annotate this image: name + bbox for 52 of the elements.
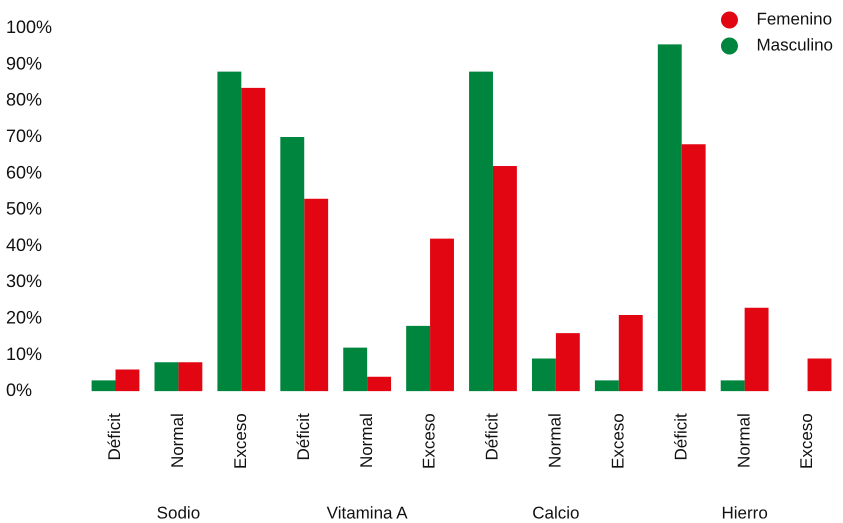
y-tick-label: 100%	[6, 16, 52, 37]
text: Vitamina A	[326, 504, 408, 523]
bar	[430, 238, 454, 392]
bar	[115, 369, 140, 392]
bar	[532, 358, 556, 392]
y-tick-label: 50%	[6, 198, 42, 219]
y-tick-label: 0%	[6, 380, 32, 400]
x-tick-label: Déficit	[671, 412, 690, 460]
y-tick-label: 10%	[6, 344, 42, 364]
bar	[618, 314, 643, 392]
bar	[343, 348, 368, 392]
bar	[492, 166, 517, 392]
y-tick-label: 30%	[6, 271, 42, 292]
x-tick-label: Déficit	[105, 412, 124, 460]
x-tick-label: Exceso	[797, 413, 816, 469]
y-tick-label: 40%	[6, 234, 42, 255]
y-tick-label: 70%	[6, 126, 42, 146]
x-tick-label: Normal	[734, 413, 754, 468]
bar	[744, 308, 769, 392]
x-tick-label: Exceso	[420, 413, 439, 469]
legend-label: Masculino	[756, 36, 834, 55]
x-tick-label: Normal	[168, 413, 188, 468]
bar	[658, 44, 682, 392]
text: Calcio	[532, 504, 580, 523]
bar	[280, 136, 304, 392]
x-tick-label: Déficit	[294, 412, 313, 460]
x-tick-label: Déficit	[482, 412, 502, 460]
y-tick-label: 20%	[6, 308, 42, 328]
bar	[304, 198, 328, 392]
bar	[92, 380, 116, 392]
bar	[469, 72, 493, 392]
bar	[594, 380, 619, 392]
bar	[556, 333, 580, 392]
bar	[367, 376, 392, 392]
bar	[241, 88, 266, 392]
bar	[217, 72, 242, 392]
text: Hierro	[721, 504, 768, 523]
bar	[808, 358, 832, 392]
x-tick-label: Exceso	[608, 413, 628, 469]
bar	[682, 144, 706, 392]
bar	[178, 362, 202, 392]
y-tick-label: 60%	[6, 162, 42, 182]
x-tick-label: Normal	[356, 413, 376, 468]
bar	[720, 380, 745, 392]
y-tick-label: 80%	[6, 90, 42, 110]
y-tick-label: 90%	[6, 53, 42, 74]
x-tick-label: Exceso	[231, 413, 250, 469]
bar	[406, 326, 430, 392]
bar	[154, 362, 178, 392]
text: Sodio	[156, 504, 200, 523]
legend-label: Femenino	[756, 10, 832, 29]
x-tick-label: Normal	[546, 413, 565, 468]
